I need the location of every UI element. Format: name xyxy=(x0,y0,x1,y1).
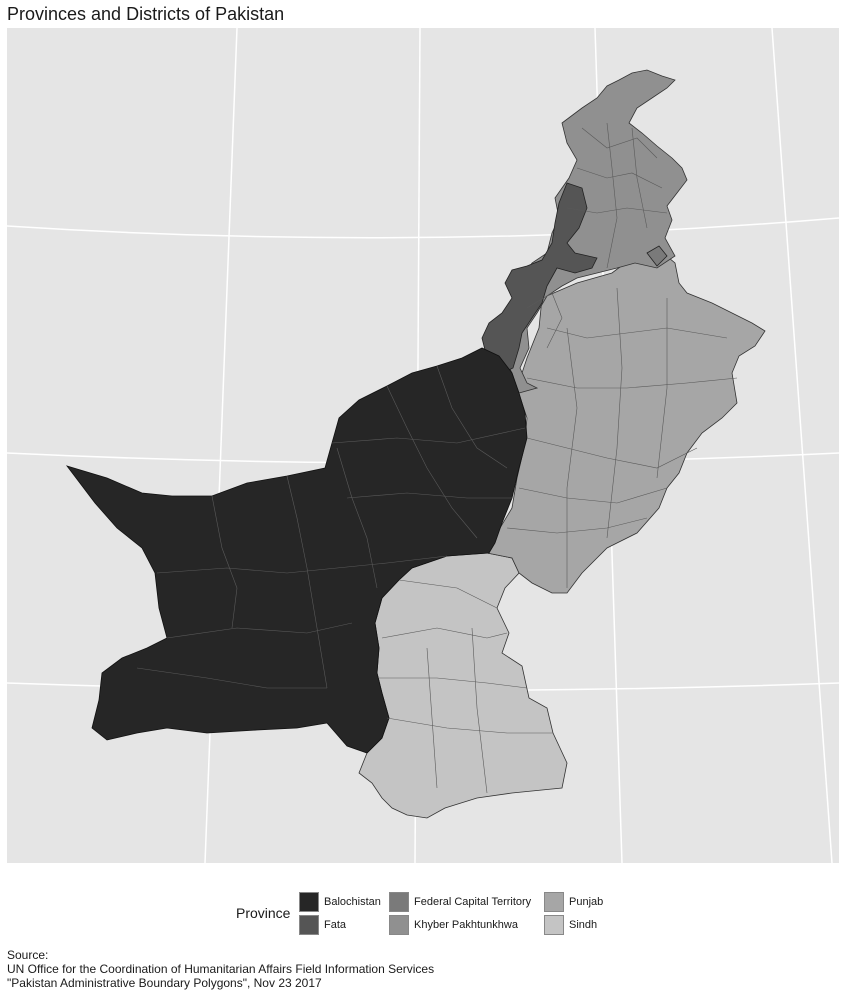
caption-line: UN Office for the Coordination of Humani… xyxy=(7,962,435,976)
caption-line: Source: xyxy=(7,948,49,962)
legend-item-fct: Federal Capital Territory xyxy=(389,891,531,913)
district-boundaries xyxy=(136,122,738,794)
province-fata xyxy=(481,182,598,374)
map-svg xyxy=(7,28,839,863)
legend-label: Balochistan xyxy=(324,896,381,908)
province-fct xyxy=(646,245,668,267)
legend-item-sindh: Sindh xyxy=(544,914,597,936)
legend-swatch xyxy=(299,915,319,935)
legend-label: Sindh xyxy=(569,919,598,931)
legend-swatch xyxy=(299,892,319,912)
legend-label: Federal Capital Territory xyxy=(414,896,532,908)
legend-item-balochistan: Balochistan xyxy=(299,891,381,913)
province-punjab xyxy=(486,247,766,594)
map-title: Provinces and Districts of Pakistan xyxy=(7,4,285,24)
legend-label: Punjab xyxy=(569,896,604,908)
legend-swatch xyxy=(544,915,564,935)
legend-swatch xyxy=(544,892,564,912)
caption-line: "Pakistan Administrative Boundary Polygo… xyxy=(7,976,322,990)
legend: Province Balochistan Fata Federal Capita… xyxy=(236,889,616,939)
legend-item-kpk: Khyber Pakhtunkhwa xyxy=(389,914,518,936)
legend-swatch xyxy=(389,915,409,935)
map-panel xyxy=(7,28,839,863)
legend-label: Fata xyxy=(324,919,347,931)
legend-title: Province xyxy=(236,905,291,921)
legend-label: Khyber Pakhtunkhwa xyxy=(414,919,518,931)
graticule-line xyxy=(7,217,839,239)
legend-swatch xyxy=(389,892,409,912)
legend-item-fata: Fata xyxy=(299,914,346,936)
legend-item-punjab: Punjab xyxy=(544,891,603,913)
graticule-line xyxy=(771,28,833,863)
source-caption: Source: UN Office for the Coordination o… xyxy=(7,948,434,990)
